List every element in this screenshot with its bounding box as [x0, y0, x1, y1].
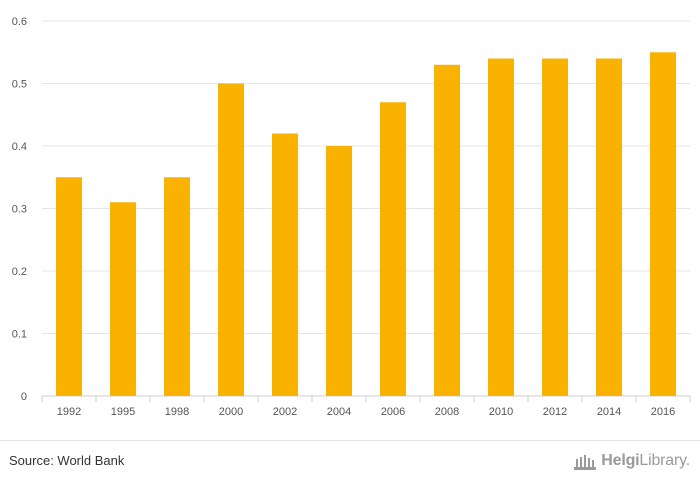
x-tick-label: 1995 [111, 406, 135, 418]
logo-text: HelgiLibrary. [601, 452, 690, 470]
bar-2010[interactable] [488, 58, 514, 397]
logo-text-bold: Helgi [601, 452, 640, 469]
y-tick-label: 0.6 [12, 16, 27, 28]
bar-1998[interactable] [164, 177, 190, 396]
x-tick-label: 2016 [651, 406, 675, 418]
x-tick-label: 2014 [597, 406, 621, 418]
bars [56, 52, 676, 396]
bar-2006[interactable] [380, 102, 406, 396]
x-tick-label: 2004 [327, 406, 351, 418]
x-tick-label: 2012 [543, 406, 567, 418]
bar-chart: 0 0.1 0.2 0.3 0.4 0.5 0.6 1992 1995 1998 2000 2002… [12, 16, 691, 418]
gridlines [42, 20, 690, 397]
y-tick-label: 0.5 [12, 79, 27, 91]
y-tick-label: 0.4 [12, 141, 27, 153]
y-tick-label: 0.1 [12, 329, 27, 341]
y-tick-label: 0 [21, 391, 27, 403]
bar-2014[interactable] [596, 58, 622, 397]
x-tick-label: 1992 [57, 406, 81, 418]
x-tick-label: 2010 [489, 406, 513, 418]
chart-footer: Source: World Bank HelgiLibrary. [0, 440, 700, 483]
y-tick-label: 0.3 [12, 204, 27, 216]
source-note: Source: World Bank [9, 453, 125, 468]
bar-2002[interactable] [272, 133, 298, 397]
bar-2016[interactable] [650, 52, 676, 396]
bar-2000[interactable] [218, 83, 244, 397]
bar-2008[interactable] [434, 64, 460, 396]
bar-2012[interactable] [542, 58, 568, 397]
library-building-icon [574, 455, 597, 470]
x-tick-label: 2006 [381, 406, 405, 418]
y-tick-label: 0.2 [12, 266, 27, 278]
bar-1995[interactable] [110, 202, 136, 396]
x-tick-label: 2008 [435, 406, 459, 418]
bar-1992[interactable] [56, 177, 82, 396]
x-tick-label: 2002 [273, 406, 297, 418]
x-tick-label: 2000 [219, 406, 243, 418]
x-axis-ticks: 1992 1995 1998 2000 2002 2004 2006 2008 2010 2012… [41, 396, 691, 418]
y-axis-ticks: 0 0.1 0.2 0.3 0.4 0.5 0.6 [12, 16, 27, 403]
logo-text-light: Library. [639, 452, 690, 469]
helgi-library-logo[interactable]: HelgiLibrary. [573, 450, 690, 472]
x-tick-label: 1998 [165, 406, 189, 418]
bar-2004[interactable] [326, 146, 352, 396]
